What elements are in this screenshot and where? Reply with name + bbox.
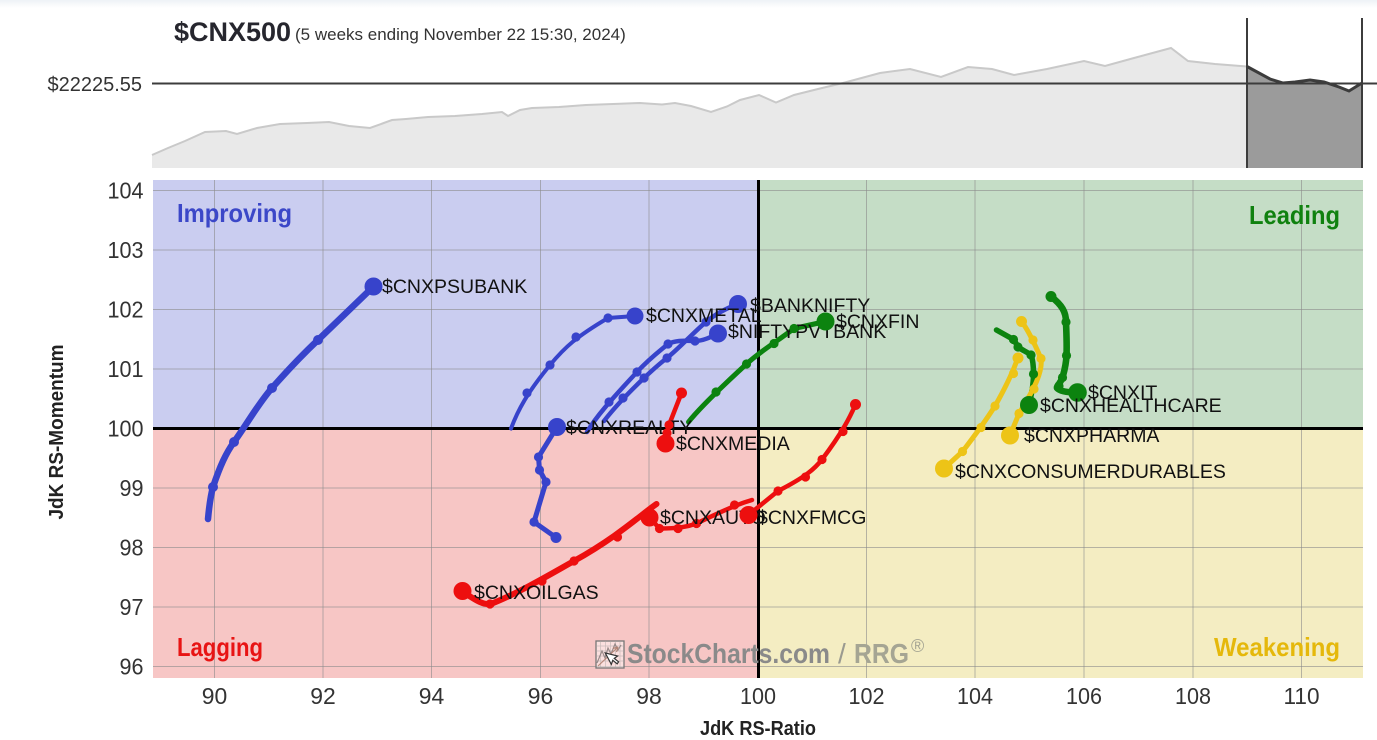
svg-text:96: 96 [120,653,144,679]
svg-text:$CNXPSUBANK: $CNXPSUBANK [382,276,527,298]
svg-text:90: 90 [202,683,228,709]
svg-text:100: 100 [108,415,144,441]
svg-text:$CNXFMCG: $CNXFMCG [757,507,866,529]
svg-text:$22225.55: $22225.55 [47,74,142,96]
svg-text:104: 104 [957,683,993,709]
svg-text:103: 103 [108,237,144,263]
svg-text:$CNXMETAL: $CNXMETAL [646,305,762,327]
svg-text:106: 106 [1066,683,1102,709]
svg-text:Lagging: Lagging [177,632,263,662]
svg-text:$CNXAUTO: $CNXAUTO [660,507,766,529]
svg-text:Improving: Improving [177,198,292,228]
svg-text:/: / [838,638,846,669]
svg-text:110: 110 [1284,683,1320,709]
svg-text:JdK RS-Ratio: JdK RS-Ratio [700,718,816,740]
svg-text:®: ® [911,636,924,656]
svg-text:$CNXMEDIA: $CNXMEDIA [676,433,790,455]
svg-text:$CNXPHARMA: $CNXPHARMA [1024,425,1159,447]
svg-text:Weakening: Weakening [1214,632,1340,662]
svg-text:100: 100 [740,683,776,709]
svg-text:102: 102 [108,296,144,322]
svg-text:$CNXREALTY: $CNXREALTY [566,417,692,439]
svg-text:99: 99 [120,475,144,501]
svg-text:102: 102 [849,683,885,709]
svg-text:96: 96 [528,683,554,709]
svg-text:101: 101 [108,356,144,382]
svg-text:$CNXFIN: $CNXFIN [836,311,919,333]
svg-text:$CNXCONSUMERDURABLES: $CNXCONSUMERDURABLES [955,461,1226,483]
svg-text:92: 92 [310,683,336,709]
svg-text:$CNXHEALTHCARE: $CNXHEALTHCARE [1040,395,1222,417]
svg-text:98: 98 [120,534,144,560]
svg-text:97: 97 [120,594,144,620]
svg-text:$CNX500: $CNX500 [174,17,291,47]
svg-text:$CNXIT: $CNXIT [1088,382,1157,404]
svg-text:108: 108 [1175,683,1211,709]
svg-text:(5 weeks ending November 22 15: (5 weeks ending November 22 15:30, 2024) [295,25,626,44]
svg-text:JdK RS-Momentum: JdK RS-Momentum [46,345,68,520]
svg-text:$CNXOILGAS: $CNXOILGAS [474,582,599,604]
svg-text:StockCharts.com: StockCharts.com [627,638,830,669]
svg-text:$NIFTYPVTBANK: $NIFTYPVTBANK [728,321,886,343]
svg-text:Leading: Leading [1249,200,1340,230]
svg-text:104: 104 [108,177,144,203]
svg-text:98: 98 [636,683,662,709]
svg-text:94: 94 [419,683,445,709]
svg-text:$BANKNIFTY: $BANKNIFTY [750,295,870,317]
svg-text:RRG: RRG [854,638,909,669]
